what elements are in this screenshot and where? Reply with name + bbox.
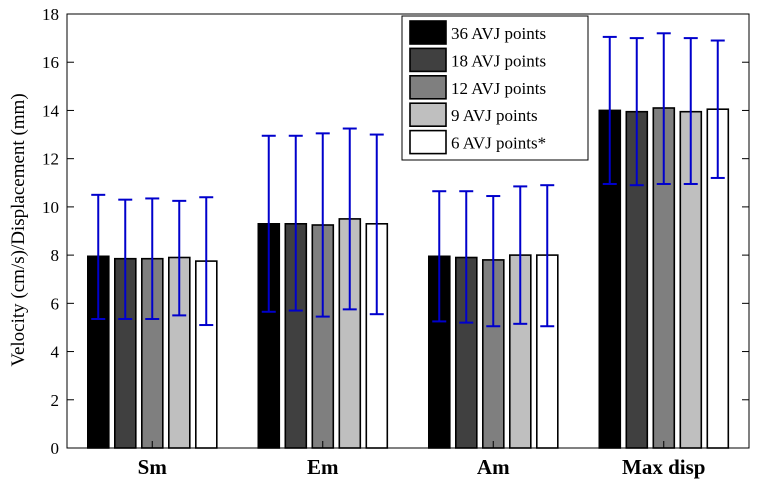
- y-tick-label: 12: [42, 150, 59, 169]
- legend-label: 18 AVJ points: [451, 51, 546, 70]
- error-bar-sm-series-4: [172, 199, 187, 317]
- x-category-label: Em: [307, 455, 339, 479]
- y-tick-label: 6: [51, 294, 60, 313]
- error-bar-em-series-3: [315, 132, 330, 318]
- error-bar-sm-series-1: [91, 193, 106, 321]
- x-category-label: Max disp: [622, 455, 705, 479]
- error-bar-max-disp-series-1: [602, 35, 617, 185]
- error-bar-am-series-2: [459, 190, 474, 324]
- legend-item: 18 AVJ points: [409, 47, 546, 73]
- legend-item: 6 AVJ points*: [409, 129, 546, 155]
- legend-swatch: [409, 129, 447, 155]
- error-bar-sm-series-3: [145, 197, 160, 321]
- error-bar-em-series-4: [342, 127, 357, 311]
- y-axis-title: Velocity (cm/s)/Displacement (mm): [8, 93, 29, 366]
- legend-swatch: [409, 20, 447, 45]
- legend-swatch: [409, 75, 447, 100]
- bars-layer: [87, 107, 730, 449]
- legend-item: 9 AVJ points: [409, 102, 538, 127]
- y-tick-label: 0: [51, 439, 60, 458]
- x-category-label: Am: [477, 455, 510, 479]
- y-tick-label: 18: [42, 5, 59, 24]
- legend-label: 9 AVJ points: [451, 106, 538, 125]
- legend: 36 AVJ points 18 AVJ points 12 AVJ points 9…: [401, 15, 589, 161]
- error-bar-am-series-4: [513, 185, 528, 325]
- error-bar-am-series-3: [486, 195, 501, 328]
- error-bar-max-disp-series-4: [683, 37, 698, 185]
- legend-item: 36 AVJ points: [409, 20, 546, 45]
- y-tick-label: 8: [51, 246, 60, 265]
- legend-label: 12 AVJ points: [451, 79, 546, 98]
- plot-frame: [66, 13, 750, 449]
- y-tick-label: 10: [42, 198, 59, 217]
- error-bar-em-series-2: [288, 134, 303, 312]
- y-tick-label: 16: [42, 53, 59, 72]
- y-tick-label: 4: [51, 343, 60, 362]
- legend-label: 36 AVJ points: [451, 24, 546, 43]
- legend-label: 6 AVJ points*: [451, 134, 546, 153]
- y-tick-label: 2: [51, 391, 60, 410]
- error-bar-sm-series-5: [199, 196, 214, 327]
- error-bar-am-series-1: [432, 190, 447, 323]
- y-tick-label: 14: [42, 101, 60, 120]
- error-bar-sm-series-2: [118, 198, 133, 321]
- error-bar-max-disp-series-3: [656, 32, 671, 185]
- legend-swatch: [409, 102, 447, 127]
- x-category-label: Sm: [138, 455, 168, 479]
- legend-item: 12 AVJ points: [409, 75, 546, 100]
- error-bar-max-disp-series-5: [710, 39, 725, 179]
- error-bar-em-series-5: [369, 133, 384, 316]
- error-bar-em-series-1: [261, 134, 276, 313]
- axes-layer: 0 2 4 6 8 10 12 14 16 18 Sm Em Am Max disp: [42, 5, 750, 479]
- error-bar-max-disp-series-2: [629, 37, 644, 187]
- error-bars-layer: [91, 32, 725, 328]
- error-bar-am-series-5: [540, 184, 555, 328]
- legend-swatch: [409, 47, 447, 73]
